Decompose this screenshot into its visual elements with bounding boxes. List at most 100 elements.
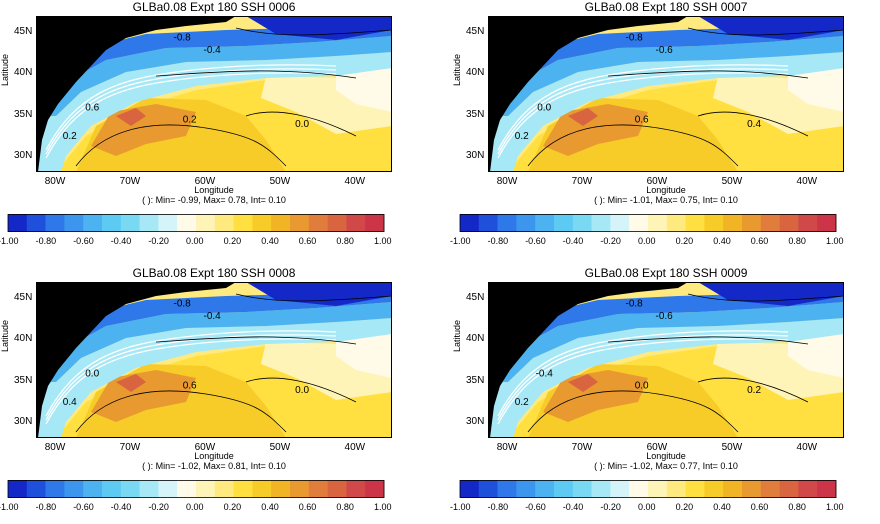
stats-line: ( ): Min= -1.01, Max= 0.75, Int= 0.10 [594,195,738,205]
panel-title: GLBa0.08 Expt 180 SSH 0007 [584,0,748,14]
contour-label: 0.6 [85,102,99,113]
colorbar-swatch [554,480,574,498]
colorbar-tick-label: 0.40 [713,236,731,246]
front-contour [45,72,337,159]
x-tick-label: 70W [571,442,593,453]
contour-label: 0.6 [183,381,197,392]
x-tick-label: 50W [721,442,743,453]
colorbar-swatch [271,480,291,498]
x-tick-label: 80W [496,442,518,453]
colorbar-swatch [760,480,780,498]
y-tick-label: 35N [14,108,33,120]
colorbar-swatch [196,214,216,232]
colorbar-tick-label: -1.00 [0,236,19,246]
front-contour [497,68,789,155]
colorbar-tick-label: -1.00 [450,236,471,246]
ssh-map: -0.8 -0.6 -0.4 0.0 0.2 0.2 [488,282,844,438]
contour-label: 0.0 [295,119,309,130]
ssh-band [543,104,648,156]
colorbar-swatch [120,480,140,498]
x-tick-label: 50W [269,176,291,187]
x-tick-label: 60W [646,442,668,453]
colorbar-tick-label: -0.20 [148,502,169,512]
x-axis-label: Longitude [194,185,234,195]
ssh-map: -0.8 -0.4 0.6 0.2 0.0 0.2 [36,16,392,172]
colorbar-swatch [64,214,84,232]
colorbar-tick-label: 0.20 [223,236,242,246]
y-tick-label: 45N [466,26,485,38]
y-tick-label: 35N [466,374,485,386]
colorbar-tick-label: 0.20 [223,502,242,512]
colorbar-tick-label: 0.00 [186,236,204,246]
front-contour [45,334,337,421]
y-axis-label: Latitude [0,319,10,352]
colorbar-swatch [591,480,611,498]
colorbar-swatch [704,480,724,498]
colorbar-tick-label: -0.80 [487,236,509,246]
ssh-map: -0.8 -0.6 0.0 0.6 0.4 0.2 [488,16,844,172]
y-tick-label: 30N [14,415,33,427]
colorbar-swatch [798,214,818,232]
colorbar-swatch [177,214,197,232]
colorbar-tick-label: -0.20 [148,236,169,246]
colorbar-swatch [779,214,799,232]
ssh-band [698,16,844,40]
ssh-band [543,370,648,422]
ssh-panel: GLBa0.08 Expt 180 SSH 0006 Latitude 45N 40N… [0,0,430,258]
y-tick-label: 45N [14,292,33,304]
x-tick-label: 60W [194,442,216,453]
colorbar-swatch [308,480,328,498]
y-tick-label: 40N [14,67,33,79]
colorbar-swatch [817,480,837,498]
colorbar-swatch [478,214,498,232]
colorbar-tick-label: -0.80 [35,236,57,246]
contour-label: 0.2 [747,385,761,396]
colorbar-swatch [497,214,517,232]
map-frame [488,16,844,172]
colorbar-swatch [346,480,366,498]
colorbar-swatch [629,480,649,498]
colorbar-swatch [102,480,122,498]
front-contour [497,72,789,159]
colorbar-swatch [83,480,103,498]
colorbar-swatch [610,480,630,498]
colorbar-tick-label: 0.80 [788,502,806,512]
colorbar-swatch [742,480,762,498]
front-contour [497,330,789,417]
colorbar-swatch [120,214,140,232]
colorbar-tick-label: 0.00 [638,236,656,246]
panel-title: GLBa0.08 Expt 180 SSH 0008 [132,266,296,280]
x-tick-label: 80W [496,176,518,187]
x-axis-label: Longitude [646,185,686,195]
y-tick-label: 30N [466,415,485,427]
colorbar-swatch [648,480,668,498]
y-tick-label: 40N [14,333,33,345]
x-tick-label: 70W [571,176,593,187]
y-tick-label: 45N [14,26,33,38]
colorbar-swatch [83,214,103,232]
contour-line [75,390,287,433]
contour-label: 0.0 [295,385,309,396]
ssh-band [698,282,844,306]
ssh-band [568,374,598,392]
colorbar-swatch [742,214,762,232]
colorbar [459,480,837,498]
colorbar-swatch [666,214,686,232]
colorbar-swatch [572,214,592,232]
colorbar-swatch [177,480,197,498]
contour-line [527,124,739,167]
ssh-map: -0.8 -0.4 0.0 0.6 0.0 0.4 [36,282,392,438]
contour-label: 0.2 [183,115,197,126]
colorbar-swatch [478,480,498,498]
contour-label: 0.4 [747,119,761,130]
colorbar-swatch [516,214,536,232]
y-tick-label: 40N [466,333,485,345]
colorbar-tick-label: -0.40 [110,236,132,246]
colorbar-tick-label: 1.00 [826,236,844,246]
colorbar-swatch [158,480,178,498]
stats-line: ( ): Min= -1.02, Max= 0.77, Int= 0.10 [594,461,738,471]
colorbar-tick-label: -0.60 [73,502,94,512]
colorbar-swatch [817,214,837,232]
colorbar-swatch [45,480,65,498]
contour-line [687,27,844,36]
